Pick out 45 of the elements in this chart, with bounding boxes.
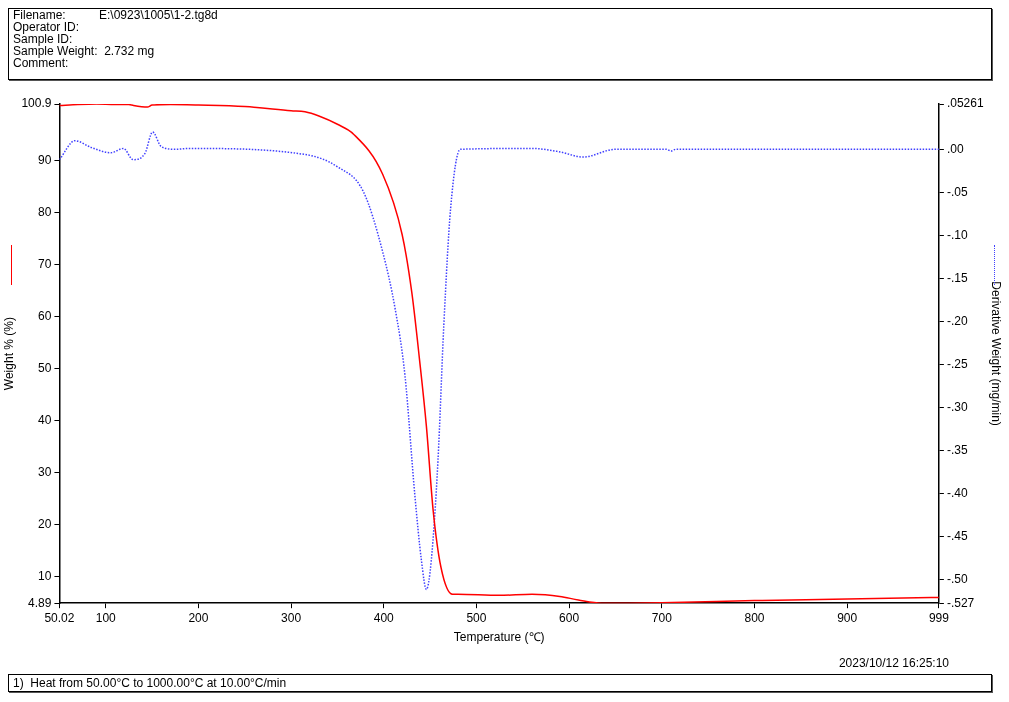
- y-tick-label: 50: [38, 360, 52, 375]
- text: 2023/10/12 16:25:10: [838, 656, 949, 670]
- y-tick-label: 60: [38, 308, 52, 323]
- y-tick-label: 80: [38, 204, 52, 219]
- text: Sample ID:: [13, 32, 73, 46]
- y-tick-label: 90: [38, 152, 52, 167]
- x-tick-label: 200: [188, 610, 209, 625]
- y2-tick-label: -.25: [946, 356, 968, 371]
- y-tick-label: 100.9: [21, 96, 52, 111]
- x-tick-label: 400: [373, 610, 395, 625]
- y2-tick-label: -.50: [946, 572, 968, 587]
- x-tick-label: 700: [651, 610, 673, 625]
- y2-tick-label: -.20: [946, 313, 968, 328]
- x-tick-label: 600: [559, 610, 580, 625]
- x-tick-label: 900: [837, 610, 858, 625]
- y2-tick-label: -.45: [946, 529, 968, 544]
- y-tick-label: 4.89: [28, 595, 52, 610]
- y-tick-label: 70: [38, 256, 52, 271]
- y2-tick-label: -.30: [946, 400, 968, 414]
- y2-tick-label: -.10: [946, 227, 968, 242]
- y-tick-label: 40: [38, 412, 52, 427]
- y-tick-label: 20: [38, 516, 52, 531]
- y-tick-label: 30: [38, 464, 52, 479]
- x-tick-label: 50.02: [44, 610, 75, 625]
- y2-tick-label: -.15: [946, 270, 968, 285]
- y2-axis-title: Derivative Weight (mg/min): [989, 281, 1004, 426]
- text: Filename: E:\0923\1005\1-2.tg8d: [13, 8, 219, 22]
- y-axis-title: Weight % (%): [1, 317, 16, 391]
- text: Sample Weight: 2.732 mg: [13, 44, 156, 58]
- x-tick-label: 800: [744, 610, 765, 625]
- y2-tick-label: -.40: [946, 486, 968, 501]
- y2-tick-label: .00: [946, 141, 964, 156]
- y2-tick-label: .05261: [946, 96, 984, 111]
- x-axis-title: Temperature (℃): [453, 630, 545, 645]
- y-tick-label: 10: [38, 568, 52, 583]
- x-tick-label: 500: [466, 610, 487, 625]
- x-tick-label: 300: [281, 610, 302, 625]
- y2-tick-label: -.35: [946, 443, 968, 458]
- text: Comment:: [13, 56, 69, 70]
- text: Operator ID:: [13, 20, 81, 34]
- y2-tick-label: -.05: [946, 184, 968, 199]
- text: 1) Heat from 50.00°C to 1000.00°C at 10.00°C/min: [8, 674, 992, 692]
- y2-tick-label: -.527: [946, 595, 975, 610]
- x-tick-label: 100: [95, 610, 117, 625]
- x-tick-label: 999: [928, 610, 950, 625]
